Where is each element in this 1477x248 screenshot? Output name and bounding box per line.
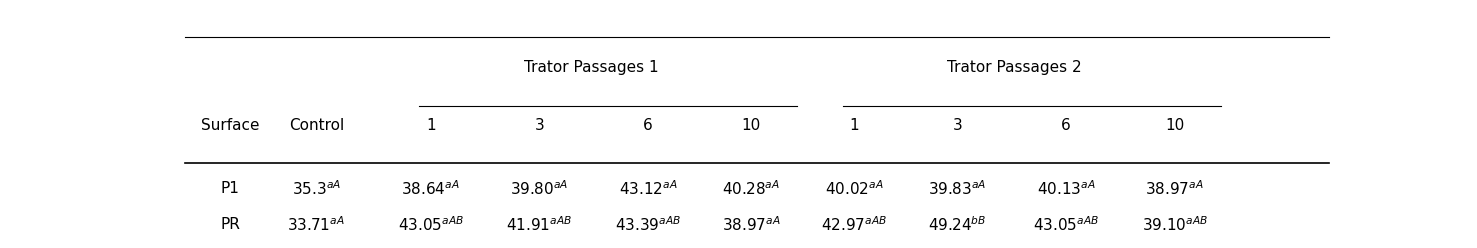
Text: 38.97$^{aA}$: 38.97$^{aA}$ xyxy=(722,215,781,234)
Text: 39.80$^{aA}$: 39.80$^{aA}$ xyxy=(510,179,569,198)
Text: 35.3$^{aA}$: 35.3$^{aA}$ xyxy=(291,179,341,198)
Text: 10: 10 xyxy=(1165,118,1185,133)
Text: Trator Passages 1: Trator Passages 1 xyxy=(524,61,659,75)
Text: 41.91$^{aAB}$: 41.91$^{aAB}$ xyxy=(507,215,573,234)
Text: 49.24$^{bB}$: 49.24$^{bB}$ xyxy=(928,215,987,234)
Text: Control: Control xyxy=(288,118,344,133)
Text: 1: 1 xyxy=(425,118,436,133)
Text: 40.02$^{aA}$: 40.02$^{aA}$ xyxy=(824,179,883,198)
Text: 6: 6 xyxy=(644,118,653,133)
Text: 43.12$^{aA}$: 43.12$^{aA}$ xyxy=(619,179,678,198)
Text: 38.97$^{aA}$: 38.97$^{aA}$ xyxy=(1145,179,1204,198)
Text: 43.05$^{aAB}$: 43.05$^{aAB}$ xyxy=(1032,215,1099,234)
Text: Trator Passages 2: Trator Passages 2 xyxy=(947,61,1081,75)
Text: 6: 6 xyxy=(1060,118,1071,133)
Text: P1: P1 xyxy=(222,181,239,196)
Text: 40.28$^{aA}$: 40.28$^{aA}$ xyxy=(722,179,780,198)
Text: 38.64$^{aA}$: 38.64$^{aA}$ xyxy=(402,179,461,198)
Text: Surface: Surface xyxy=(201,118,260,133)
Text: 42.97$^{aAB}$: 42.97$^{aAB}$ xyxy=(821,215,888,234)
Text: 1: 1 xyxy=(849,118,860,133)
Text: 43.05$^{aAB}$: 43.05$^{aAB}$ xyxy=(397,215,464,234)
Text: PR: PR xyxy=(220,217,241,232)
Text: 39.10$^{aAB}$: 39.10$^{aAB}$ xyxy=(1142,215,1208,234)
Text: 3: 3 xyxy=(953,118,962,133)
Text: 40.13$^{aA}$: 40.13$^{aA}$ xyxy=(1037,179,1096,198)
Text: 3: 3 xyxy=(535,118,545,133)
Text: 33.71$^{aA}$: 33.71$^{aA}$ xyxy=(288,215,346,234)
Text: 43.39$^{aAB}$: 43.39$^{aAB}$ xyxy=(614,215,681,234)
Text: 39.83$^{aA}$: 39.83$^{aA}$ xyxy=(928,179,987,198)
Text: 10: 10 xyxy=(741,118,761,133)
